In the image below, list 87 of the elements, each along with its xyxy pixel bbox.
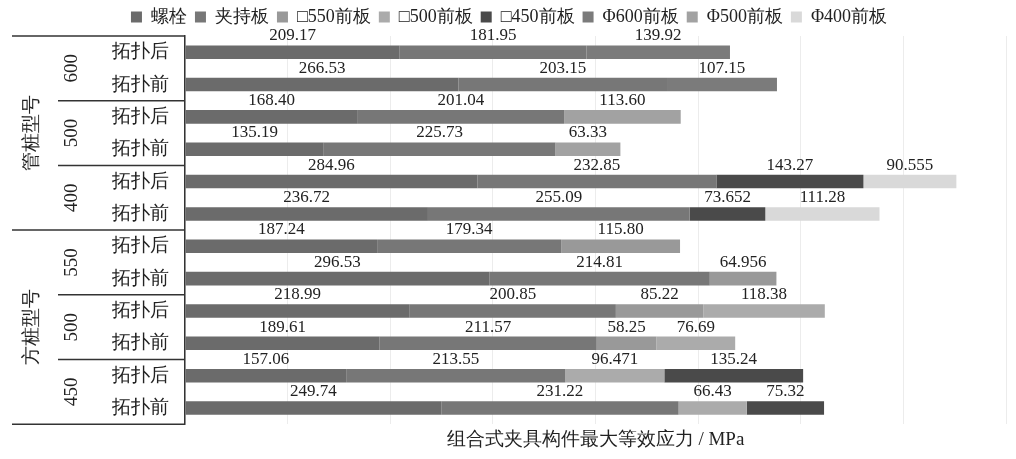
data-label: 255.09 (535, 187, 583, 207)
legend-label: Φ600前板 (602, 5, 679, 26)
data-label: 139.92 (634, 25, 682, 45)
text: 550 (59, 248, 81, 277)
legend-label: Φ500前板 (706, 5, 783, 26)
y-tick-label: 拓扑后 (111, 169, 169, 191)
data-label: 73.652 (704, 187, 751, 207)
data-label: 135.24 (710, 348, 758, 368)
data-label: 296.53 (314, 251, 361, 271)
data-label: 214.81 (576, 251, 623, 271)
text: 450 (59, 377, 81, 407)
data-label: 118.38 (741, 284, 788, 304)
data-label: 249.74 (290, 381, 338, 401)
data-label: 266.53 (298, 57, 346, 77)
data-label: 179.34 (445, 219, 494, 239)
y-tick-label: 拓扑后 (111, 104, 169, 126)
data-label: 231.22 (536, 381, 584, 401)
data-label: 85.22 (640, 284, 679, 304)
data-label: 135.19 (231, 122, 278, 142)
legend-label: Φ400前板 (810, 5, 888, 26)
data-label: 76.69 (676, 316, 715, 336)
legend-label: 螺栓 (150, 5, 187, 26)
data-label: 157.06 (242, 348, 290, 368)
data-label: 236.72 (283, 187, 331, 207)
data-label: 218.99 (274, 284, 321, 304)
data-label: 115.80 (597, 219, 644, 239)
data-label: 63.33 (568, 122, 608, 142)
bar (863, 174, 957, 189)
bar (689, 207, 766, 221)
bar (709, 271, 777, 286)
legend-label: □500前板 (398, 5, 473, 26)
y-tick-label: 拓扑前 (111, 266, 169, 288)
data-label: 64.956 (719, 251, 767, 271)
data-label: 90.555 (886, 154, 934, 174)
data-label: 201.04 (437, 90, 485, 110)
bar (555, 142, 621, 157)
data-label: 200.85 (489, 284, 537, 304)
y-tick-label: 拓扑后 (111, 40, 169, 62)
bar (703, 304, 825, 318)
data-label: 143.27 (766, 154, 814, 174)
data-label: 232.85 (573, 154, 621, 174)
data-label: 213.55 (432, 348, 480, 368)
text: 管桩型号 (19, 95, 41, 172)
data-label: 211.57 (465, 316, 512, 336)
text: 500 (59, 118, 81, 148)
data-label: 181.95 (469, 25, 517, 45)
bar (678, 401, 747, 415)
data-label: 96.471 (591, 348, 639, 368)
y-tick-label: 拓扑后 (111, 234, 169, 256)
data-label: 209.17 (269, 25, 317, 45)
data-label: 111.28 (799, 187, 846, 207)
bar (564, 110, 681, 124)
y-tick-label: 拓扑前 (111, 137, 169, 159)
data-label: 189.61 (259, 316, 306, 336)
x-axis-title: 组合式夹具构件最大等效应力 / MPa (446, 427, 745, 449)
text: 400 (59, 183, 81, 212)
data-label: 113.60 (599, 90, 646, 110)
y-tick-label: 拓扑前 (111, 396, 169, 418)
y-tick-label: 拓扑前 (111, 331, 169, 353)
text: 500 (59, 312, 81, 342)
legend-label: 夹持板 (214, 5, 269, 26)
y-tick-label: 拓扑后 (111, 298, 169, 320)
text: 方桩型号 (19, 289, 41, 366)
bar (664, 368, 804, 383)
text: 600 (59, 54, 81, 83)
y-tick-label: 拓扑前 (111, 201, 169, 223)
legend-label: □550前板 (296, 5, 371, 26)
data-label: 107.15 (698, 57, 746, 77)
bar (765, 207, 880, 221)
data-label: 187.24 (257, 219, 306, 239)
bar (565, 368, 665, 383)
data-label: 168.40 (248, 90, 296, 110)
bar (656, 336, 736, 351)
legend-label: □450前板 (500, 5, 575, 26)
y-tick-label: 拓扑后 (111, 363, 169, 385)
bar (561, 239, 681, 254)
data-label: 284.96 (308, 154, 355, 174)
y-tick-label: 拓扑前 (111, 72, 169, 94)
bar (615, 304, 704, 318)
data-label: 75.32 (766, 381, 805, 401)
data-label: 225.73 (416, 122, 463, 142)
data-label: 58.25 (607, 316, 646, 336)
data-label: 66.43 (693, 381, 732, 401)
bar (596, 336, 657, 351)
data-label: 203.15 (539, 57, 587, 77)
bar (746, 401, 825, 415)
bar (716, 174, 864, 189)
